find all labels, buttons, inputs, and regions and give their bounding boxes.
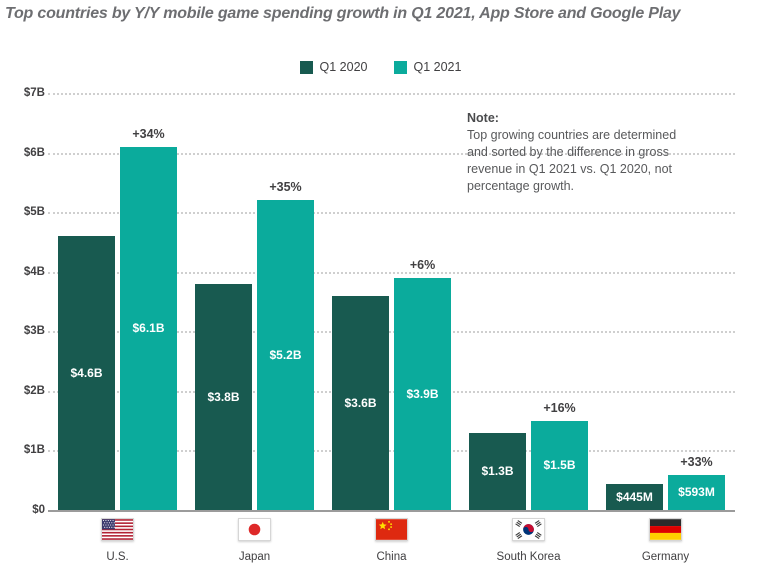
y-axis-tick-label: $5B (23, 206, 45, 219)
growth-label: +6% (409, 257, 436, 272)
bar-value-label: $1.5B (543, 458, 576, 473)
y-axis-tick-label: $6B (23, 146, 45, 159)
note-heading: Note: (467, 111, 499, 125)
bar-q1-2020-china: $3.6B (332, 295, 389, 510)
bar-group-south-korea: $1.3B $1.5B +16% (469, 93, 588, 510)
gridline (48, 331, 735, 334)
bar-group-japan: $3.8B $5.2B +35% (195, 93, 314, 510)
bar-q1-2021-china: $3.9B (394, 277, 451, 510)
legend-swatch-icon (299, 60, 313, 74)
bar-value-label: $4.6B (70, 365, 103, 380)
gridline (48, 271, 735, 274)
legend-item-q1-2021: Q1 2021 (393, 60, 462, 74)
bar-value-label: $593M (678, 485, 715, 500)
x-axis: U.S. Japan China South Korea Germany (0, 518, 761, 578)
x-axis-category-germany: Germany (606, 518, 725, 563)
bar-group-germany: $445M $593M +33% (606, 93, 725, 510)
growth-label: +35% (269, 180, 302, 195)
gridline (48, 212, 735, 215)
country-label: U.S. (106, 551, 129, 563)
gridline (48, 152, 735, 155)
note-body: Top growing countries are determined and… (467, 128, 677, 193)
bar-group-china: $3.6B $3.9B +6% (332, 93, 451, 510)
bar-q1-2021-u-s: $6.1B (120, 146, 177, 510)
chart-title: Top countries by Y/Y mobile game spendin… (5, 5, 681, 22)
japan-flag-icon (238, 518, 271, 541)
bar-value-label: $1.3B (481, 464, 514, 479)
y-axis-tick-label: $7B (23, 87, 45, 99)
bar-q1-2021-japan: $5.2B (257, 200, 314, 510)
x-axis-category-china: China (332, 518, 451, 563)
china-flag-icon (375, 518, 408, 541)
bar-value-label: $3.6B (344, 395, 377, 410)
growth-label: +34% (132, 126, 165, 141)
country-label: South Korea (496, 551, 561, 563)
bar-group-u-s: $4.6B $6.1B +34% (58, 93, 177, 510)
legend-item-q1-2020: Q1 2020 (299, 60, 368, 74)
country-label: China (376, 551, 407, 563)
us-flag-icon (101, 518, 134, 541)
bar-q1-2021-germany: $593M (668, 474, 725, 510)
bar-q1-2020-japan: $3.8B (195, 283, 252, 510)
legend-swatch-icon (393, 60, 407, 74)
bar-value-label: $445M (616, 489, 653, 504)
y-axis-tick-label: $0 (32, 504, 45, 516)
bar-q1-2020-germany: $445M (606, 483, 663, 510)
bar-value-label: $3.9B (406, 386, 439, 401)
x-axis-category-south-korea: South Korea (469, 518, 588, 563)
note-block: Note: Top growing countries are determin… (467, 110, 695, 195)
x-axis-category-u-s: U.S. (58, 518, 177, 563)
legend-label: Q1 2020 (319, 60, 368, 74)
growth-label: +16% (543, 400, 576, 415)
gridline (48, 450, 735, 453)
y-axis-tick-label: $3B (23, 325, 45, 338)
country-label: Japan (238, 551, 271, 563)
x-axis-category-japan: Japan (195, 518, 314, 563)
country-label: Germany (641, 551, 690, 563)
legend: Q1 2020 Q1 2021 (0, 60, 761, 74)
bar-q1-2021-south-korea: $1.5B (531, 420, 588, 510)
bar-value-label: $3.8B (207, 389, 240, 404)
bar-q1-2020-south-korea: $1.3B (469, 432, 526, 510)
germany-flag-icon (649, 518, 682, 541)
legend-label: Q1 2021 (413, 60, 462, 74)
gridline (48, 93, 735, 95)
south-korea-flag-icon (512, 518, 545, 541)
gridline (48, 390, 735, 393)
y-axis-tick-label: $4B (23, 265, 45, 278)
bar-q1-2020-u-s: $4.6B (58, 235, 115, 510)
bar-value-label: $5.2B (269, 348, 302, 363)
growth-label: +33% (680, 454, 713, 469)
bar-value-label: $6.1B (132, 321, 165, 336)
plot-area: $7B $6B $5B $4B $3B $2B $1B $0 $4.6B $6.1B +34% $3.… (24, 87, 735, 516)
y-axis-tick-label: $2B (23, 384, 45, 397)
y-axis-tick-label: $1B (23, 444, 45, 457)
